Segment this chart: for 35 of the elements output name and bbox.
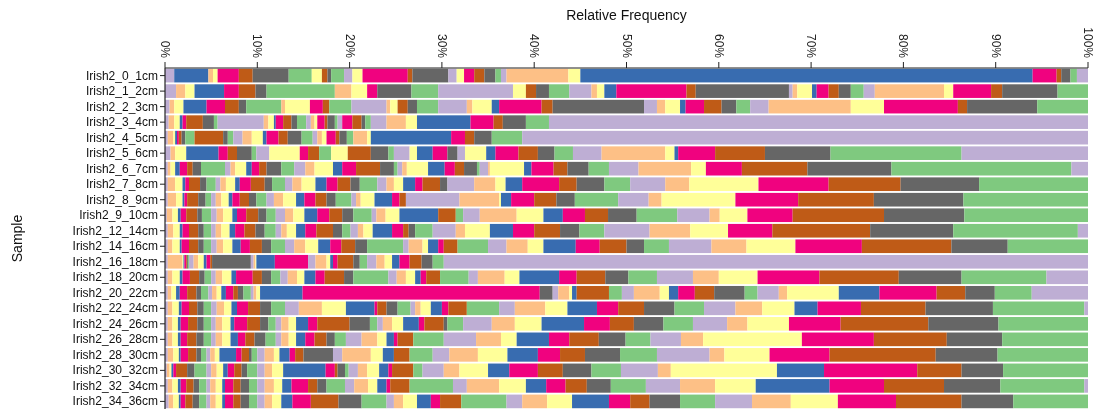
x-tick-label: 40%: [527, 33, 542, 59]
x-tick-label: 20%: [342, 33, 357, 59]
y-tick-label: Irish2_20_22cm: [72, 285, 158, 300]
y-tick-label: Irish2_16_18cm: [72, 254, 158, 269]
y-tick-label: Irish2_3_4cm: [85, 115, 158, 130]
y-tick-label: Irish2_9_10cm: [79, 208, 158, 223]
y-tick-label: Irish2_1_2cm: [85, 84, 158, 99]
y-tick-label: Irish2_18_20cm: [72, 270, 158, 285]
x-tick-label: 60%: [711, 33, 726, 59]
y-axis-title: Sample: [9, 214, 25, 263]
x-tick-label: 70%: [804, 33, 819, 59]
y-tick-label: Irish2_34_36cm: [72, 394, 158, 409]
x-tick-label: 50%: [619, 33, 634, 59]
y-tick-label: Irish2_12_14cm: [72, 223, 158, 238]
y-tick-label: Irish2_2_3cm: [85, 99, 158, 114]
y-tick-label: Irish2_8_9cm: [85, 192, 158, 207]
y-tick-label: Irish2_5_6cm: [85, 146, 158, 161]
y-tick-label: Irish2_22_24cm: [72, 301, 158, 316]
y-tick-label: Irish2_14_16cm: [72, 239, 158, 254]
x-axis-title: Relative Frequency: [566, 7, 687, 23]
y-tick-label: Irish2_26_28cm: [72, 332, 158, 347]
y-tick-label: Irish2_4_5cm: [85, 130, 158, 145]
y-tick-label: Irish2_7_8cm: [85, 177, 158, 192]
y-tick-label: Irish2_30_32cm: [72, 363, 158, 378]
y-tick-label: Irish2_28_30cm: [72, 347, 158, 362]
x-tick-label: 100%: [1081, 27, 1095, 59]
x-tick-label: 90%: [988, 33, 1003, 59]
x-tick-label: 10%: [250, 33, 265, 59]
y-tick-label: Irish2_24_26cm: [72, 316, 158, 331]
y-tick-label: Irish2_0_1cm: [85, 68, 158, 83]
x-tick-label: 30%: [434, 33, 449, 59]
y-tick-label: Irish2_6_7cm: [85, 161, 158, 176]
x-tick-label: 80%: [896, 33, 911, 59]
x-tick-label: 0%: [158, 40, 172, 59]
y-tick-label: Irish2_32_34cm: [72, 378, 158, 393]
